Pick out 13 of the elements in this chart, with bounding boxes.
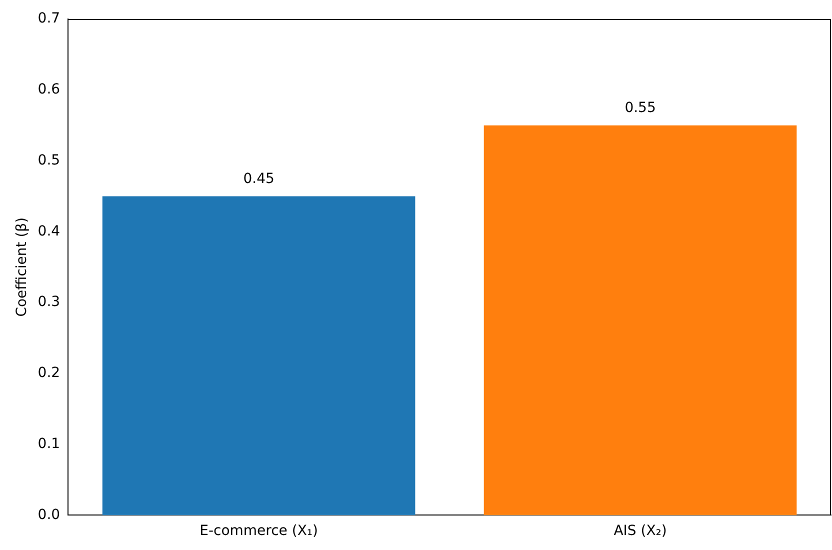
x-tick-label: AIS (X₂) — [614, 523, 667, 540]
y-tick-label: 0.2 — [38, 365, 60, 382]
y-tick-label: 0.0 — [38, 506, 60, 523]
x-tick-label: E-commerce (X₁) — [200, 523, 318, 540]
y-axis-title: Coefficient (β) — [14, 217, 30, 317]
y-tick-label: 0.6 — [38, 82, 60, 98]
data-label: 0.45 — [243, 170, 274, 187]
y-tick-label: 0.1 — [38, 436, 60, 452]
y-tick-label: 0.3 — [38, 294, 60, 310]
y-tick-label: 0.4 — [38, 223, 60, 240]
y-tick-label: 0.7 — [38, 10, 60, 27]
y-tick-label: 0.5 — [38, 152, 60, 168]
data-label: 0.55 — [624, 100, 656, 116]
